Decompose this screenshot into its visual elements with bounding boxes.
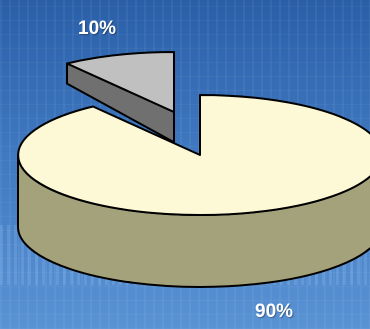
pie-chart-layer bbox=[17, 51, 370, 288]
slice-label-small: 10% bbox=[78, 18, 117, 39]
slice-large-top bbox=[17, 94, 370, 216]
slice-small-top bbox=[66, 51, 175, 113]
slice-label-large: 90% bbox=[255, 301, 294, 322]
